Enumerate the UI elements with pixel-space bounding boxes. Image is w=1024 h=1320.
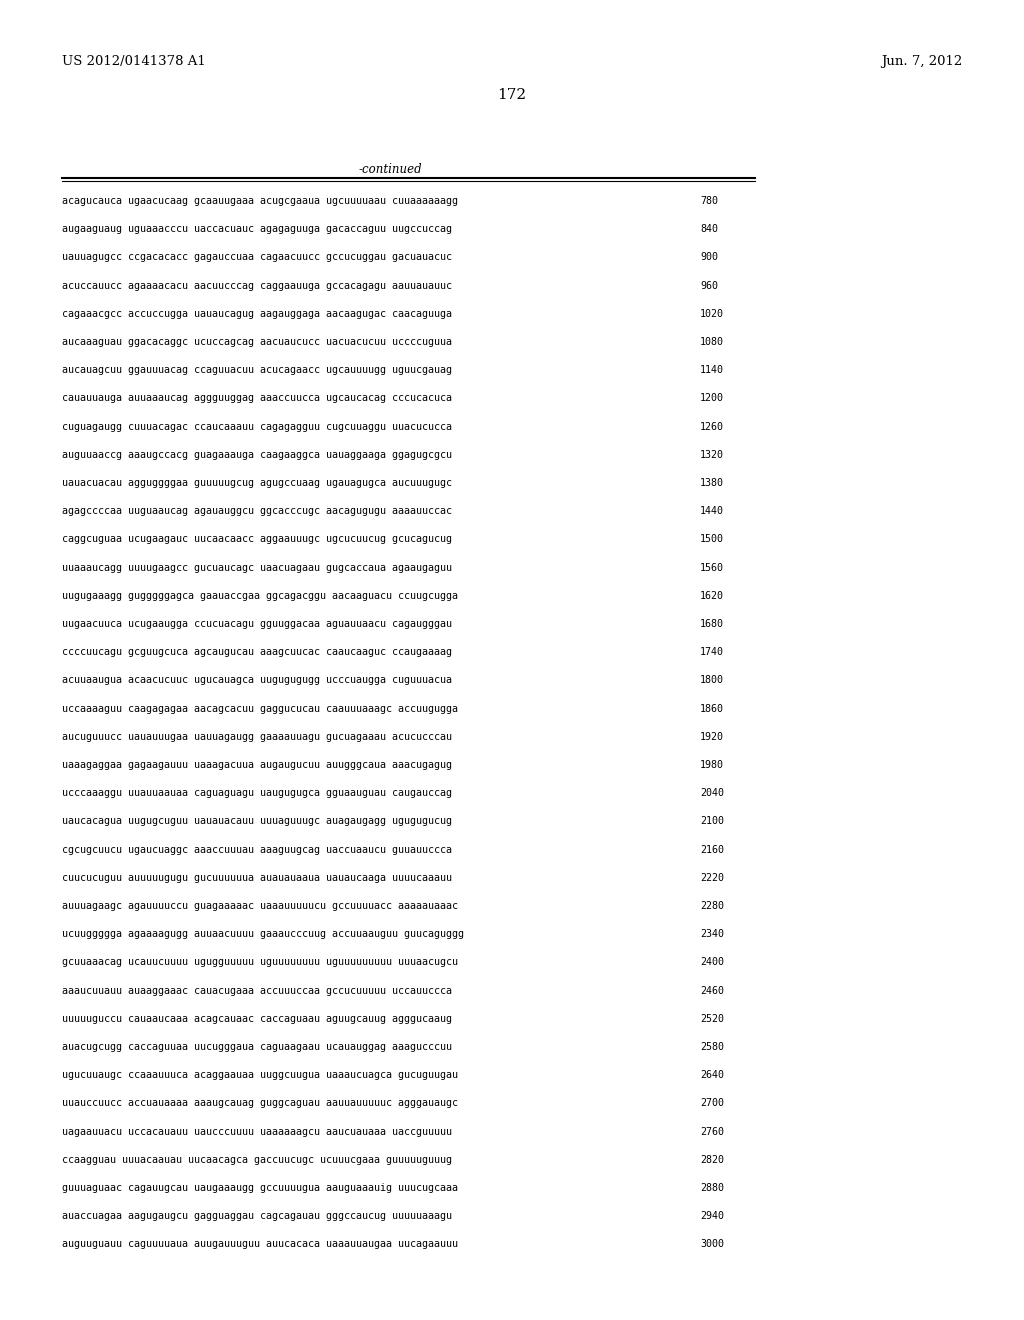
- Text: Jun. 7, 2012: Jun. 7, 2012: [881, 55, 962, 69]
- Text: acuuaaugua acaacucuuc ugucauagca uugugugugg ucccuaugga cuguuuacua: acuuaaugua acaacucuuc ugucauagca uugugug…: [62, 676, 452, 685]
- Text: uuuuuguccu cauaaucaaa acagcauaac caccaguaau aguugcauug agggucaaug: uuuuuguccu cauaaucaaa acagcauaac caccagu…: [62, 1014, 452, 1024]
- Text: 1260: 1260: [700, 421, 724, 432]
- Text: cuguagaugg cuuuacagac ccaucaaauu cagagagguu cugcuuaggu uuacucucca: cuguagaugg cuuuacagac ccaucaaauu cagagag…: [62, 421, 452, 432]
- Text: cgcugcuucu ugaucuaggc aaaccuuuau aaaguugcag uaccuaaucu guuauuccca: cgcugcuucu ugaucuaggc aaaccuuuau aaaguug…: [62, 845, 452, 854]
- Text: aucaaaguau ggacacaggc ucuccagcag aacuaucucc uacuacucuu uccccuguua: aucaaaguau ggacacaggc ucuccagcag aacuauc…: [62, 337, 452, 347]
- Text: 2760: 2760: [700, 1126, 724, 1137]
- Text: 2940: 2940: [700, 1212, 724, 1221]
- Text: augaaguaug uguaaacccu uaccacuauc agagaguuga gacaccaguu uugccuccag: augaaguaug uguaaacccu uaccacuauc agagagu…: [62, 224, 452, 234]
- Text: cagaaacgcc accuccugga uauaucagug aagauggaga aacaagugac caacaguuga: cagaaacgcc accuccugga uauaucagug aagaugg…: [62, 309, 452, 319]
- Text: caggcuguaa ucugaagauc uucaacaacc aggaauuugc ugcucuucug gcucagucug: caggcuguaa ucugaagauc uucaacaacc aggaauu…: [62, 535, 452, 544]
- Text: 1440: 1440: [700, 506, 724, 516]
- Text: auaccuagaa aagugaugcu gagguaggau cagcagauau gggccaucug uuuuuaaagu: auaccuagaa aagugaugcu gagguaggau cagcaga…: [62, 1212, 452, 1221]
- Text: 1080: 1080: [700, 337, 724, 347]
- Text: 2460: 2460: [700, 986, 724, 995]
- Text: uauuagugcc ccgacacacc gagauccuaa cagaacuucc gccucuggau gacuauacuc: uauuagugcc ccgacacacc gagauccuaa cagaacu…: [62, 252, 452, 263]
- Text: aaaucuuauu auaaggaaac cauacugaaa accuuuccaa gccucuuuuu uccauuccca: aaaucuuauu auaaggaaac cauacugaaa accuuuc…: [62, 986, 452, 995]
- Text: 2820: 2820: [700, 1155, 724, 1164]
- Text: 1800: 1800: [700, 676, 724, 685]
- Text: US 2012/0141378 A1: US 2012/0141378 A1: [62, 55, 206, 69]
- Text: uauacuacau agguggggaa guuuuugcug agugccuaag ugauagugca aucuuugugc: uauacuacau agguggggaa guuuuugcug agugccu…: [62, 478, 452, 488]
- Text: ucuuggggga agaaaagugg auuaacuuuu gaaaucccuug accuuaauguu guucaguggg: ucuuggggga agaaaagugg auuaacuuuu gaaaucc…: [62, 929, 464, 940]
- Text: 840: 840: [700, 224, 718, 234]
- Text: gcuuaaacag ucauucuuuu ugugguuuuu uguuuuuuuu uguuuuuuuuu uuuaacugcu: gcuuaaacag ucauucuuuu ugugguuuuu uguuuuu…: [62, 957, 458, 968]
- Text: uaaagaggaa gagaagauuu uaaagacuua augaugucuu auugggcaua aaacugagug: uaaagaggaa gagaagauuu uaaagacuua augaugu…: [62, 760, 452, 770]
- Text: agagccccaa uuguaaucag agauauggcu ggcacccugc aacagugugu aaaauuccac: agagccccaa uuguaaucag agauauggcu ggcaccc…: [62, 506, 452, 516]
- Text: 2220: 2220: [700, 873, 724, 883]
- Text: 1200: 1200: [700, 393, 724, 404]
- Text: 2160: 2160: [700, 845, 724, 854]
- Text: 2400: 2400: [700, 957, 724, 968]
- Text: 1320: 1320: [700, 450, 724, 459]
- Text: uugaacuuca ucugaaugga ccucuacagu gguuggacaa aguauuaacu cagaugggau: uugaacuuca ucugaaugga ccucuacagu gguugga…: [62, 619, 452, 630]
- Text: guuuaguaac cagauugcau uaugaaaugg gccuuuugua aauguaaauig uuucugcaaa: guuuaguaac cagauugcau uaugaaaugg gccuuuu…: [62, 1183, 458, 1193]
- Text: cuucucuguu auuuuugugu gucuuuuuua auauauaaua uauaucaaga uuuucaaauu: cuucucuguu auuuuugugu gucuuuuuua auauaua…: [62, 873, 452, 883]
- Text: 900: 900: [700, 252, 718, 263]
- Text: 1980: 1980: [700, 760, 724, 770]
- Text: uagaauuacu uccacauauu uaucccuuuu uaaaaaagcu aaucuauaaa uaccguuuuu: uagaauuacu uccacauauu uaucccuuuu uaaaaaa…: [62, 1126, 452, 1137]
- Text: auguuguauu caguuuuaua auugauuuguu auucacaca uaaauuaugaa uucagaauuu: auguuguauu caguuuuaua auugauuuguu auucac…: [62, 1239, 458, 1250]
- Text: auacugcugg caccaguuaa uucugggaua caguaagaau ucauauggag aaagucccuu: auacugcugg caccaguuaa uucugggaua caguaag…: [62, 1041, 452, 1052]
- Text: 1560: 1560: [700, 562, 724, 573]
- Text: 2100: 2100: [700, 816, 724, 826]
- Text: 1740: 1740: [700, 647, 724, 657]
- Text: uugugaaagg gugggggagca gaauaccgaa ggcagacggu aacaaguacu ccuugcugga: uugugaaagg gugggggagca gaauaccgaa ggcaga…: [62, 591, 458, 601]
- Text: uuaaaucagg uuuugaagcc gucuaucagc uaacuagaau gugcaccaua agaaugaguu: uuaaaucagg uuuugaagcc gucuaucagc uaacuag…: [62, 562, 452, 573]
- Text: uuauccuucc accuauaaaa aaaugcauag guggcaguau aauuauuuuuc agggauaugc: uuauccuucc accuauaaaa aaaugcauag guggcag…: [62, 1098, 458, 1109]
- Text: acagucauca ugaacucaag gcaauugaaa acugcgaaua ugcuuuuaau cuuaaaaaagg: acagucauca ugaacucaag gcaauugaaa acugcga…: [62, 195, 458, 206]
- Text: 1920: 1920: [700, 731, 724, 742]
- Text: 1860: 1860: [700, 704, 724, 714]
- Text: 3000: 3000: [700, 1239, 724, 1250]
- Text: ucccaaaggu uuauuaauaa caguaguagu uaugugugca gguaauguau caugauccag: ucccaaaggu uuauuaauaa caguaguagu uaugugu…: [62, 788, 452, 799]
- Text: acuccauucc agaaaacacu aacuucccag caggaauuga gccacagagu aauuauauuc: acuccauucc agaaaacacu aacuucccag caggaau…: [62, 281, 452, 290]
- Text: 1380: 1380: [700, 478, 724, 488]
- Text: 2580: 2580: [700, 1041, 724, 1052]
- Text: aucauagcuu ggauuuacag ccaguuacuu acucagaacc ugcauuuugg uguucgauag: aucauagcuu ggauuuacag ccaguuacuu acucaga…: [62, 366, 452, 375]
- Text: ccccuucagu gcguugcuca agcaugucau aaagcuucac caaucaaguc ccaugaaaag: ccccuucagu gcguugcuca agcaugucau aaagcuu…: [62, 647, 452, 657]
- Text: 2640: 2640: [700, 1071, 724, 1080]
- Text: 2880: 2880: [700, 1183, 724, 1193]
- Text: ccaagguau uuuacaauau uucaacagca gaccuucugc ucuuucgaaa guuuuuguuug: ccaagguau uuuacaauau uucaacagca gaccuucu…: [62, 1155, 452, 1164]
- Text: 2280: 2280: [700, 902, 724, 911]
- Text: 1020: 1020: [700, 309, 724, 319]
- Text: 2340: 2340: [700, 929, 724, 940]
- Text: cauauuauga auuaaaucag aggguuggag aaaccuucca ugcaucacag cccucacuca: cauauuauga auuaaaucag aggguuggag aaaccuu…: [62, 393, 452, 404]
- Text: -continued: -continued: [358, 162, 422, 176]
- Text: 2040: 2040: [700, 788, 724, 799]
- Text: 1500: 1500: [700, 535, 724, 544]
- Text: auguuaaccg aaaugccacg guagaaauga caagaaggca uauaggaaga ggagugcgcu: auguuaaccg aaaugccacg guagaaauga caagaag…: [62, 450, 452, 459]
- Text: uaucacagua uugugcuguu uauauacauu uuuaguuugc auagaugagg ugugugucug: uaucacagua uugugcuguu uauauacauu uuuaguu…: [62, 816, 452, 826]
- Text: auuuagaagc agauuuuccu guagaaaaac uaaauuuuucu gccuuuuacc aaaaauaaac: auuuagaagc agauuuuccu guagaaaaac uaaauuu…: [62, 902, 458, 911]
- Text: 960: 960: [700, 281, 718, 290]
- Text: aucuguuucc uauauuugaa uauuagaugg gaaaauuagu gucuagaaau acucucccau: aucuguuucc uauauuugaa uauuagaugg gaaaauu…: [62, 731, 452, 742]
- Text: 780: 780: [700, 195, 718, 206]
- Text: ugucuuaugc ccaaauuuca acaggaauaa uuggcuugua uaaaucuagca gucuguugau: ugucuuaugc ccaaauuuca acaggaauaa uuggcuu…: [62, 1071, 458, 1080]
- Text: 1140: 1140: [700, 366, 724, 375]
- Text: 2700: 2700: [700, 1098, 724, 1109]
- Text: 2520: 2520: [700, 1014, 724, 1024]
- Text: 172: 172: [498, 88, 526, 102]
- Text: 1680: 1680: [700, 619, 724, 630]
- Text: 1620: 1620: [700, 591, 724, 601]
- Text: uccaaaaguu caagagagaa aacagcacuu gaggucucau caauuuaaagc accuugugga: uccaaaaguu caagagagaa aacagcacuu gaggucu…: [62, 704, 458, 714]
